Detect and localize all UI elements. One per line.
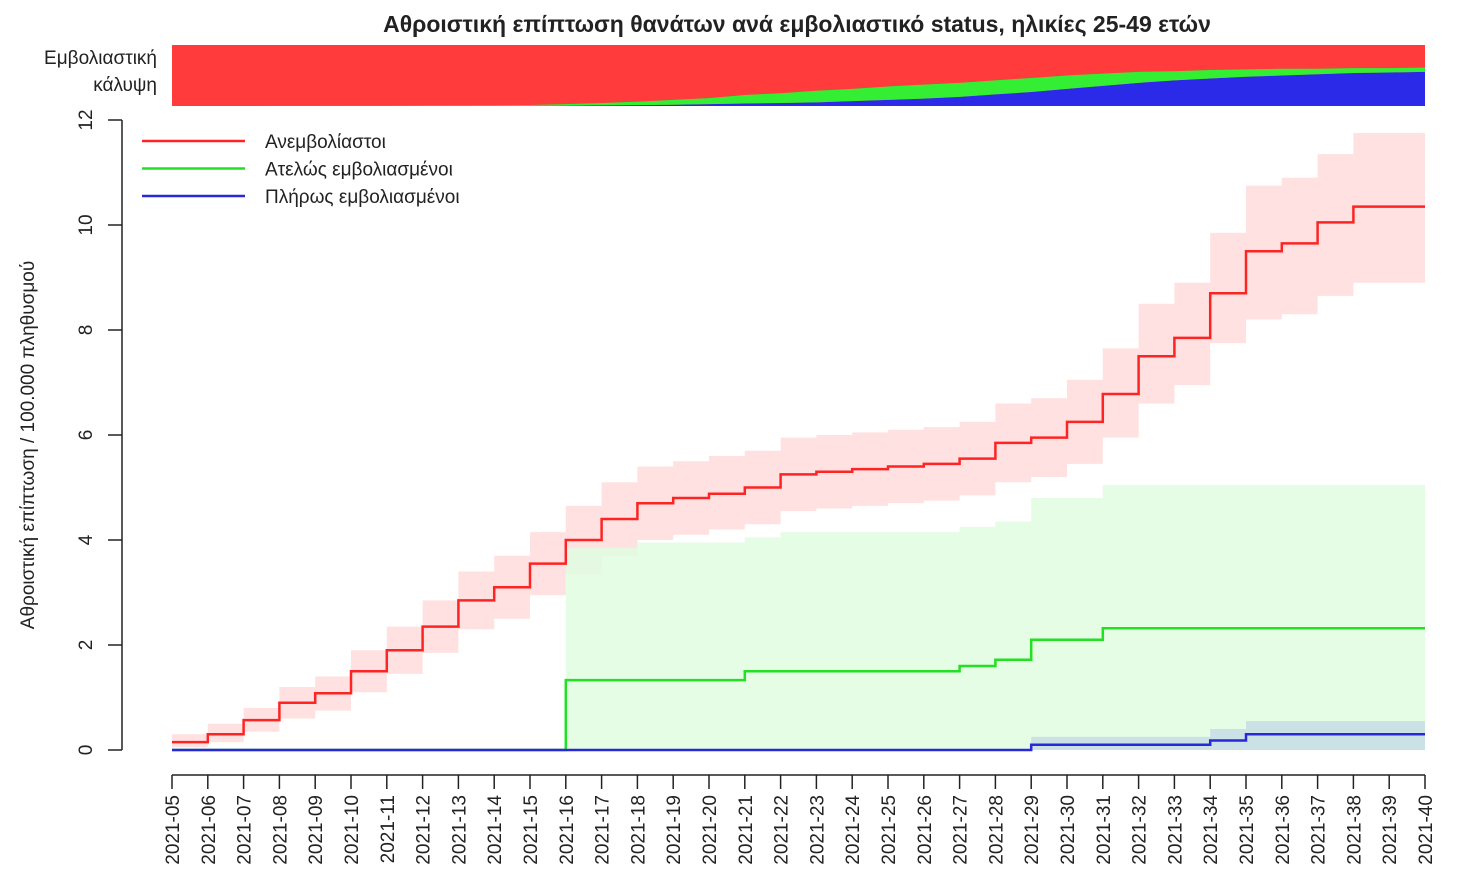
chart-title: Αθροιστική επίπτωση θανάτων ανά εμβολιασ… bbox=[383, 11, 1211, 37]
y-tick-label: 8 bbox=[76, 325, 97, 336]
confidence-band bbox=[172, 133, 1425, 748]
y-axis-label: Αθροιστική επίπτωση / 100.000 πληθυσμού bbox=[18, 261, 39, 629]
x-tick-label: 2021-13 bbox=[449, 795, 470, 865]
x-tick-label: 2021-37 bbox=[1309, 795, 1330, 865]
x-tick-label: 2021-21 bbox=[736, 795, 757, 865]
x-tick-label: 2021-23 bbox=[807, 795, 828, 865]
x-tick-label: 2021-31 bbox=[1094, 795, 1115, 865]
x-tick-label: 2021-32 bbox=[1130, 795, 1151, 865]
x-tick-label: 2021-38 bbox=[1344, 795, 1365, 865]
x-tick-label: 2021-05 bbox=[163, 795, 184, 865]
x-tick-label: 2021-28 bbox=[986, 795, 1007, 865]
x-tick-label: 2021-18 bbox=[628, 795, 649, 865]
x-tick-label: 2021-30 bbox=[1058, 795, 1079, 865]
coverage-area bbox=[172, 67, 1425, 106]
x-tick-label: 2021-07 bbox=[235, 795, 256, 865]
x-tick-label: 2021-14 bbox=[485, 795, 506, 865]
x-tick-label: 2021-39 bbox=[1380, 795, 1401, 865]
x-tick-label: 2021-15 bbox=[521, 795, 542, 865]
coverage-area bbox=[172, 71, 1425, 106]
x-tick-label: 2021-08 bbox=[270, 795, 291, 865]
x-tick-label: 2021-12 bbox=[414, 795, 435, 865]
x-tick-label: 2021-20 bbox=[700, 795, 721, 865]
x-tick-label: 2021-40 bbox=[1416, 795, 1437, 865]
confidence-band bbox=[1031, 721, 1425, 750]
series-line bbox=[172, 205, 1425, 744]
legend-label: Πλήρως εμβολιασμένοι bbox=[265, 187, 460, 208]
x-tick-label: 2021-27 bbox=[951, 795, 972, 865]
legend-label: Ατελώς εμβολιασμένοι bbox=[265, 160, 453, 181]
x-tick-label: 2021-24 bbox=[843, 795, 864, 865]
coverage-label: κάλυψη bbox=[93, 75, 157, 96]
y-tick-label: 0 bbox=[76, 745, 97, 756]
x-tick-label: 2021-26 bbox=[915, 795, 936, 865]
x-tick-label: 2021-10 bbox=[342, 795, 363, 865]
y-tick-label: 2 bbox=[76, 640, 97, 651]
confidence-band bbox=[565, 484, 1425, 750]
legend-label: Ανεμβολίαστοι bbox=[265, 132, 386, 153]
y-tick-label: 4 bbox=[76, 534, 97, 545]
coverage-label: Εμβολιαστική bbox=[44, 48, 157, 69]
x-tick-label: 2021-34 bbox=[1201, 795, 1222, 865]
x-tick-label: 2021-33 bbox=[1165, 795, 1186, 865]
series-line bbox=[172, 733, 1425, 752]
y-tick-label: 10 bbox=[76, 214, 97, 235]
y-tick-label: 6 bbox=[76, 430, 97, 441]
x-tick-label: 2021-11 bbox=[378, 795, 399, 863]
x-tick-label: 2021-22 bbox=[772, 795, 793, 865]
x-tick-label: 2021-16 bbox=[557, 795, 578, 865]
x-tick-label: 2021-29 bbox=[1022, 795, 1043, 865]
x-tick-label: 2021-06 bbox=[199, 795, 220, 865]
x-tick-label: 2021-36 bbox=[1273, 795, 1294, 865]
x-tick-label: 2021-09 bbox=[306, 795, 327, 865]
y-tick-label: 12 bbox=[76, 109, 97, 130]
x-tick-label: 2021-19 bbox=[664, 795, 685, 865]
x-tick-label: 2021-25 bbox=[879, 795, 900, 865]
x-tick-label: 2021-35 bbox=[1237, 795, 1258, 865]
x-tick-label: 2021-17 bbox=[593, 795, 614, 865]
